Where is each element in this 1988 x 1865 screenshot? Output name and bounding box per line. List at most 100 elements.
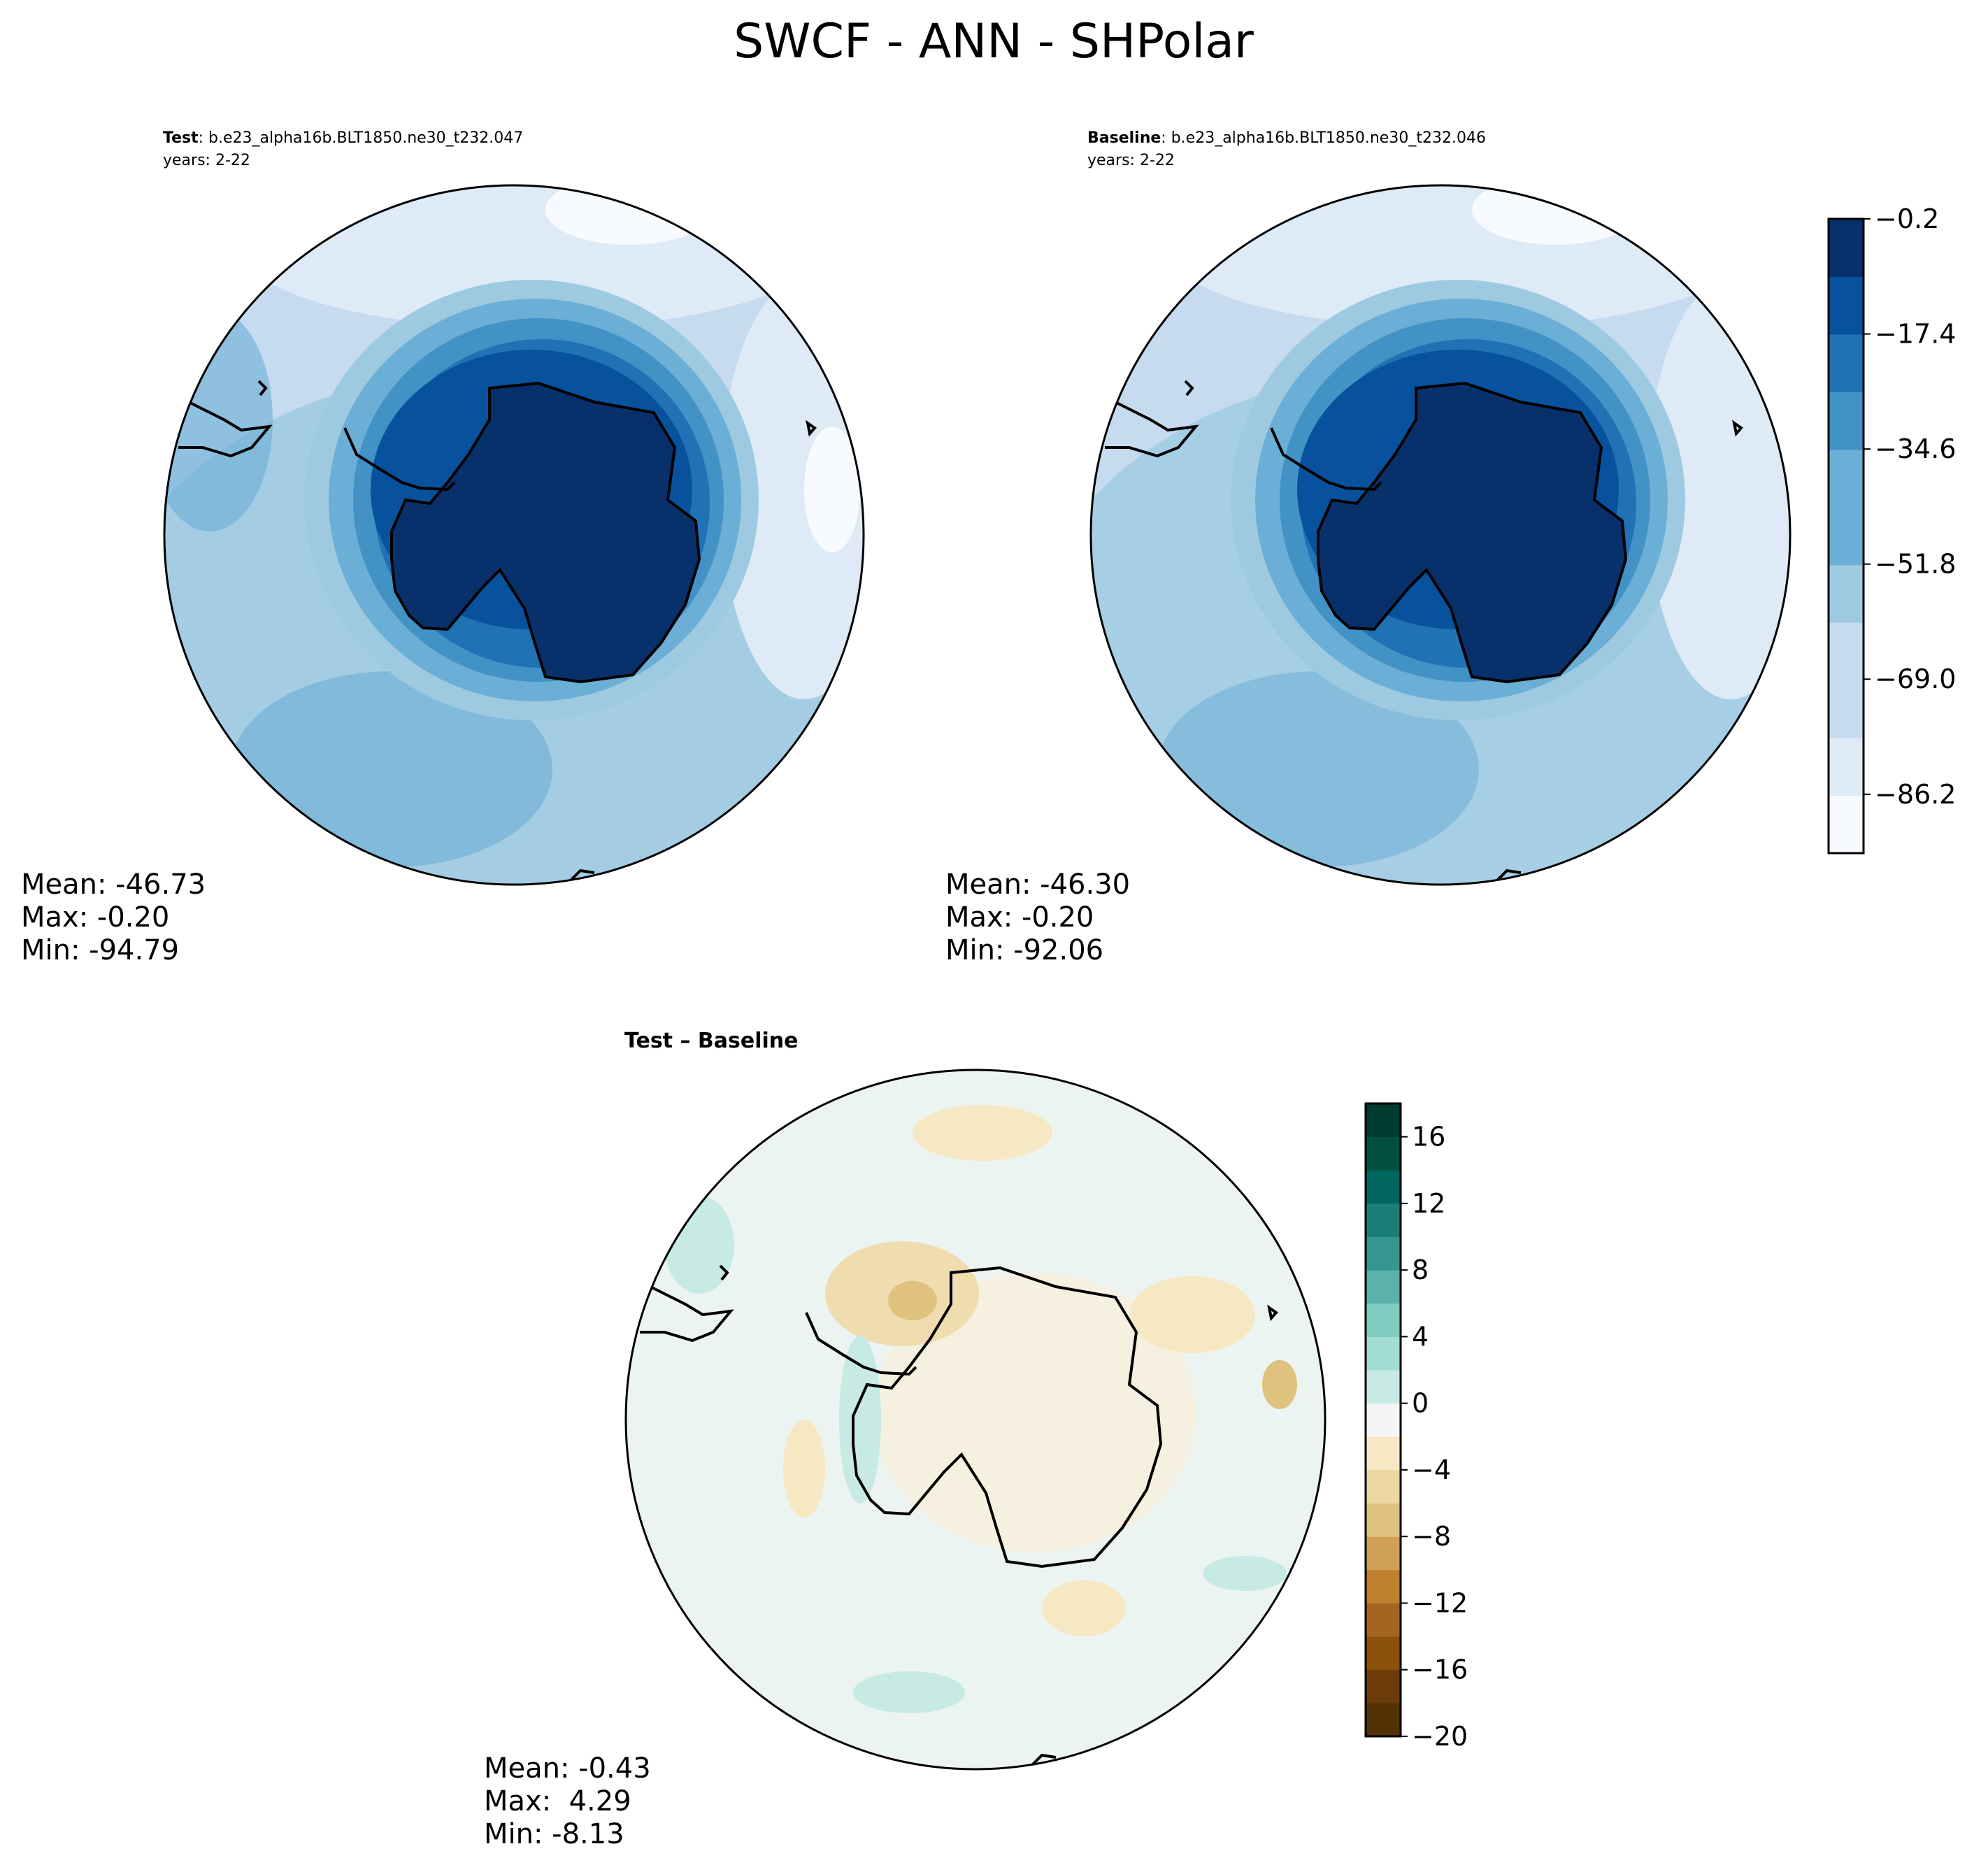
test-stat-min: Min: -94.79 — [21, 934, 179, 966]
diff-patch-south — [1042, 1580, 1126, 1636]
difference-island-a — [719, 1264, 729, 1281]
difference-colorbar-segment — [1366, 1703, 1401, 1737]
diff-patch-continent — [874, 1273, 1196, 1552]
difference-colorbar-segment — [1366, 1303, 1401, 1337]
baseline-stat-max: Max: -0.20 — [945, 901, 1094, 934]
difference-colorbar-segment — [1366, 1136, 1401, 1171]
difference-colorbar-outline — [1364, 1102, 1402, 1738]
test-patch-top — [545, 185, 713, 245]
difference-colorbar-tick-label: 0 — [1412, 1388, 1429, 1419]
diff-patch-east — [1129, 1276, 1255, 1353]
figure-title: SWCF - ANN - SHPolar — [734, 14, 1254, 69]
main-colorbar-segment — [1829, 276, 1864, 335]
baseline-nz-coast — [1495, 869, 1522, 883]
baseline-stat-mean: Mean: -46.30 — [945, 869, 1130, 901]
difference-colorbar: −20 −16 −12 −8 −4 0 4 8 12 16 — [1364, 1102, 1468, 1752]
difference-colorbar-segment — [1366, 1103, 1401, 1138]
difference-map — [626, 1070, 1325, 1769]
difference-colorbar-segment — [1366, 1569, 1401, 1603]
difference-boundary — [624, 1069, 1326, 1771]
difference-stat-max: Max: 4.29 — [484, 1785, 631, 1817]
test-title: Test: b.e23_alpha16b.BLT1850.ne30_t232.0… — [163, 129, 523, 147]
test-nz-coast — [568, 869, 595, 883]
main-colorbar-segment — [1829, 564, 1864, 623]
test-antarctica-coast — [390, 381, 701, 684]
baseline-stat-min: Min: -92.06 — [945, 934, 1103, 966]
main-colorbar-segment — [1829, 334, 1864, 392]
difference-colorbar-segment — [1366, 1370, 1401, 1404]
difference-colorbar-segment — [1366, 1603, 1401, 1637]
main-colorbar-tick-label: −51.8 — [1875, 549, 1956, 580]
difference-colorbar-tick-label: −8 — [1412, 1521, 1451, 1552]
difference-patches — [664, 1105, 1297, 1713]
main-colorbar: −86.2 −69.0 −51.8 −34.6 −17.4 −0.2 — [1827, 203, 1956, 855]
difference-colorbar-tick-label: −12 — [1412, 1587, 1468, 1618]
diff-patch-top — [913, 1105, 1052, 1161]
main-colorbar-tick-label: −69.0 — [1875, 664, 1956, 694]
main-colorbar-tick-label: −86.2 — [1875, 779, 1956, 810]
diff-patch-pos-a — [839, 1336, 881, 1503]
diff-patch-pos-d — [1203, 1556, 1287, 1591]
difference-colorbar-tick-label: −4 — [1412, 1455, 1451, 1485]
diff-patch-peninsula-core — [888, 1281, 937, 1320]
main-colorbar-outline — [1827, 217, 1865, 855]
main-colorbar-segment — [1829, 622, 1864, 681]
main-colorbar-tick-label: −17.4 — [1875, 319, 1956, 350]
baseline-title-rest: : b.e23_alpha16b.BLT1850.ne30_t232.046 — [1161, 129, 1486, 147]
baseline-coastlines — [1105, 380, 1743, 883]
difference-colorbar-segment — [1366, 1636, 1401, 1671]
difference-south-america-coast — [640, 1285, 734, 1343]
difference-colorbar-segment — [1366, 1236, 1401, 1271]
baseline-title-bold: Baseline — [1087, 129, 1161, 147]
baseline-island-a — [1184, 380, 1194, 396]
difference-antarctica-coast — [852, 1266, 1163, 1569]
test-stat-mean: Mean: -46.73 — [21, 869, 206, 901]
main-colorbar-tick-label: −34.6 — [1875, 434, 1956, 464]
test-title-bold: Test — [163, 129, 199, 147]
test-map — [164, 185, 864, 885]
diff-patch-east-core — [1262, 1360, 1297, 1409]
difference-panel: Test – Baseline — [484, 1029, 1326, 1850]
diff-patch-pos-c — [853, 1671, 965, 1713]
difference-colorbar-tick-label: −20 — [1412, 1721, 1468, 1752]
test-island-b — [806, 420, 817, 437]
test-coastlines — [178, 380, 817, 883]
test-panel: Test: b.e23_alpha16b.BLT1850.ne30_t232.0… — [21, 129, 865, 966]
test-subtitle: years: 2-22 — [163, 152, 250, 169]
difference-colorbar-segment — [1366, 1469, 1401, 1504]
test-stat-max: Max: -0.20 — [21, 901, 169, 934]
difference-colorbar-segment — [1366, 1403, 1401, 1437]
diff-patch-west — [783, 1420, 825, 1517]
difference-colorbar-segment — [1366, 1336, 1401, 1371]
test-peninsula-coast — [343, 427, 456, 492]
baseline-boundary — [1089, 184, 1792, 886]
test-rings — [304, 280, 759, 720]
baseline-antarctic-core — [1318, 383, 1626, 682]
difference-colorbar-segment — [1366, 1536, 1401, 1571]
main-colorbar-segment — [1829, 449, 1864, 508]
baseline-antarctica-coast — [1317, 381, 1628, 684]
baseline-peninsula-coast — [1270, 427, 1382, 492]
main-colorbar-segment — [1829, 738, 1864, 796]
difference-colorbar-tick-label: 16 — [1412, 1122, 1445, 1152]
baseline-map — [1091, 185, 1790, 885]
difference-colorbar-segment — [1366, 1436, 1401, 1471]
difference-colorbar-tick-label: 12 — [1412, 1188, 1445, 1219]
test-title-rest: : b.e23_alpha16b.BLT1850.ne30_t232.047 — [199, 129, 524, 147]
main-colorbar-segment — [1829, 507, 1864, 566]
difference-title: Test – Baseline — [624, 1029, 799, 1053]
difference-stat-min: Min: -8.13 — [484, 1818, 624, 1850]
difference-island-b — [1267, 1304, 1278, 1322]
main-colorbar-segment — [1829, 795, 1864, 854]
baseline-south-america-coast — [1105, 401, 1199, 458]
test-island-a — [257, 380, 268, 396]
baseline-patch-top — [1472, 185, 1640, 245]
difference-colorbar-tick-label: −16 — [1412, 1655, 1468, 1685]
main-colorbar-tick-label: −0.2 — [1875, 203, 1939, 234]
difference-colorbar-segment — [1366, 1503, 1401, 1537]
main-colorbar-segment — [1829, 219, 1864, 277]
difference-nz-coast — [1030, 1753, 1057, 1767]
test-antarctic-core — [392, 383, 699, 682]
difference-colorbar-segment — [1366, 1270, 1401, 1304]
